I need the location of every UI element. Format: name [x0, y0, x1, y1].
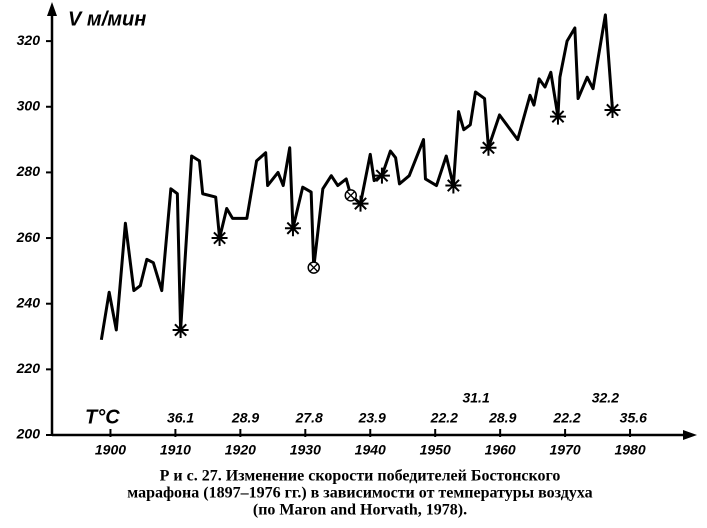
y-tick-label: 260 [16, 229, 41, 245]
temperature-label: 22.2 [552, 410, 580, 426]
hot-marker [549, 108, 566, 125]
x-tick-label: 1950 [420, 442, 451, 458]
y-tick-label: 220 [16, 360, 41, 376]
y-tick-label: 300 [17, 97, 41, 113]
hot-marker [373, 167, 390, 184]
temperature-label: 35.6 [620, 410, 647, 426]
x-tick-label: 1960 [485, 442, 516, 458]
hot-marker [211, 230, 228, 247]
temperature-label: 32.2 [592, 390, 619, 406]
x-tick-label: 1970 [550, 442, 581, 458]
hot-marker [352, 195, 369, 212]
x-tick-label: 1920 [225, 442, 256, 458]
x-axis-arrow [683, 430, 697, 440]
caption-line: Р и с. 27. Изменение скорости победителе… [160, 468, 561, 485]
hot-marker [172, 321, 189, 338]
hot-marker [284, 220, 301, 237]
temperature-label: 23.9 [358, 410, 386, 426]
x-tick-label: 1940 [355, 442, 386, 458]
data-line [99, 13, 615, 341]
temperature-label: 27.8 [295, 410, 323, 426]
x-tick-label: 1980 [614, 442, 645, 458]
x-tick-label: 1930 [290, 442, 321, 458]
cross-marker [344, 189, 358, 202]
caption-line: (по Maron and Horvath, 1978). [253, 502, 467, 519]
temperature-label: 22.2 [430, 410, 458, 426]
hot-marker [604, 102, 621, 119]
temperature-label: 28.9 [231, 410, 259, 426]
y-axis-arrow [47, 2, 57, 16]
y-axis-label: V м/мин [68, 8, 146, 30]
x-tick-label: 1900 [95, 442, 126, 458]
x-axis-label: T°C [85, 406, 120, 428]
y-tick-label: 200 [16, 426, 41, 442]
x-tick-label: 1910 [160, 442, 191, 458]
hot-marker [445, 177, 462, 194]
temperature-label: 36.1 [167, 410, 194, 426]
y-tick-label: 320 [17, 32, 41, 48]
cross-marker [307, 261, 320, 274]
y-tick-label: 280 [16, 163, 41, 179]
temperature-label: 28.9 [488, 410, 516, 426]
hot-marker [480, 139, 497, 156]
temperature-label: 31.1 [462, 390, 489, 406]
caption-line: марафона (1897–1976 гг.) в зависимости о… [127, 485, 592, 502]
y-tick-label: 240 [16, 294, 41, 310]
